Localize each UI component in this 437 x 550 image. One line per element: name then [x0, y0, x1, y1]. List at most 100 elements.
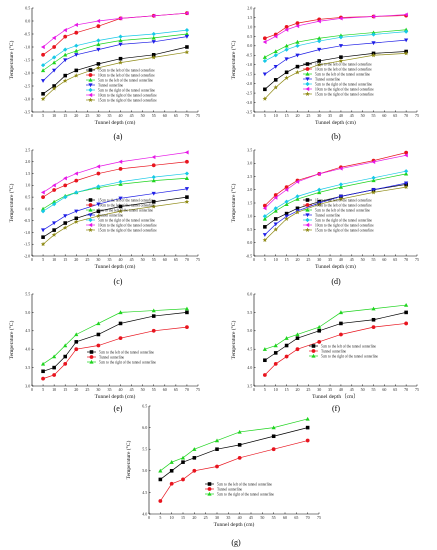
x-tick-label: 75: [317, 515, 321, 520]
data-point: [273, 195, 278, 200]
series-line: [264, 304, 407, 350]
data-point: [237, 455, 242, 460]
series-line: [42, 12, 187, 48]
x-tick-label: 50: [141, 113, 145, 118]
x-tick-label: 75: [415, 113, 419, 118]
series-line: [160, 418, 308, 472]
series: [41, 310, 189, 374]
data-point: [404, 310, 408, 315]
x-tick-label: 0: [31, 113, 33, 118]
data-point: [317, 190, 322, 195]
data-point: [317, 339, 322, 344]
y-tick-label: 0.5: [25, 5, 30, 10]
data-point: [151, 178, 156, 183]
x-tick-label: 20: [295, 387, 299, 392]
data-point: [184, 306, 190, 311]
data-point: [371, 32, 376, 37]
legend-entry: 15cm to the left of the tunnel centerlin…: [98, 198, 155, 202]
data-point: [295, 21, 300, 26]
data-point: [118, 179, 123, 184]
x-tick-label: 65: [294, 515, 298, 520]
data-point: [52, 373, 57, 377]
x-tick-label: 35: [107, 113, 111, 118]
legend-marker: [207, 491, 212, 496]
data-point: [284, 336, 289, 340]
data-point: [63, 34, 68, 39]
legend-marker: [305, 198, 310, 202]
legend-marker: [305, 86, 310, 92]
data-point: [273, 222, 278, 227]
data-point: [273, 208, 278, 213]
legend-marker: [88, 73, 93, 77]
data-point: [74, 332, 79, 337]
data-point: [295, 196, 300, 201]
legend-entry: 10cm to the right of the tunnel centerli…: [315, 223, 374, 227]
legend-entry: 10cm to the left of the tunnel centerlin…: [98, 73, 155, 77]
data-point: [181, 477, 185, 482]
legend-entry: 5cm to the left of the tunnel centerline: [99, 350, 154, 354]
series: [41, 325, 189, 381]
x-tick-label: 75: [196, 113, 200, 118]
data-point: [262, 373, 267, 377]
series: [262, 29, 409, 64]
data-point: [284, 27, 289, 32]
data-point: [151, 174, 156, 180]
x-axis-label: Tunnel depth (cm): [95, 263, 136, 270]
x-tick-label: 45: [130, 387, 134, 392]
data-point: [74, 22, 78, 27]
series-line: [264, 323, 407, 376]
x-tick-label: 10: [274, 257, 278, 262]
chart-b: 0 5 10 15 20 25 30 35 40 45 50 55 60 65 70 75 -3.5 -3.0 -2…: [230, 5, 419, 141]
data-point: [237, 443, 242, 447]
x-tick-label: 55: [152, 387, 156, 392]
data-point: [74, 68, 79, 73]
x-tick-label: 55: [272, 515, 276, 520]
y-axis-label: Temperature (°C): [230, 41, 237, 80]
data-point: [96, 332, 101, 337]
data-point: [184, 31, 190, 36]
legend-entry: 5cm to the left of the tunnel centerline: [217, 482, 272, 486]
x-tick-label: 35: [226, 515, 230, 520]
data-point: [404, 302, 409, 307]
legend-entry: 5cm to the left of the tunnel centerline: [321, 344, 376, 348]
data-point: [181, 460, 185, 464]
x-tick-label: 60: [382, 113, 386, 118]
data-point: [151, 200, 156, 204]
panel-label: (e): [114, 404, 123, 413]
data-point: [74, 190, 79, 195]
legend-entry: 5cm to the right of the tunnel centerlin…: [98, 218, 155, 222]
data-point: [273, 49, 278, 54]
data-point: [151, 54, 157, 60]
data-point: [96, 202, 101, 207]
data-point: [192, 468, 197, 473]
x-tick-label: 45: [350, 257, 354, 262]
y-tick-label: 0.0: [25, 206, 30, 211]
data-point: [63, 73, 67, 78]
x-axis-label: Tunnel depth (cm): [214, 521, 255, 528]
x-tick-label: 15: [285, 387, 289, 392]
data-point: [40, 79, 46, 83]
data-point: [295, 206, 300, 211]
y-axis-label: Temperature (°C): [230, 184, 237, 223]
data-point: [52, 188, 57, 192]
legend-entry: 5cm to the right of the tunnel centerlin…: [99, 360, 156, 364]
x-tick-label: 0: [253, 257, 255, 262]
legend-marker: [88, 207, 93, 212]
legend-entry: 5cm to the left of the tunnel centerline: [315, 208, 370, 212]
legend: 15cm to the left of the tunnel centerlin…: [86, 68, 157, 102]
chart-c: 0 5 10 15 20 25 30 35 40 45 50 55 60 65 70 75 -2.0 -1.5 -1…: [8, 147, 200, 286]
series-line: [264, 14, 407, 43]
data-point: [273, 362, 278, 366]
y-tick-label: -1.0: [24, 44, 30, 49]
data-point: [118, 16, 123, 21]
data-point: [96, 213, 101, 218]
x-axis-label: Tunnel depth (cm): [315, 263, 356, 270]
y-tick-label: 2.0: [25, 159, 30, 164]
legend-entry: 15cm to the left of the tunnel centerlin…: [315, 198, 372, 202]
data-point: [284, 43, 289, 48]
y-tick-label: 3.0: [25, 383, 30, 388]
series: [158, 416, 310, 473]
x-tick-label: 0: [148, 515, 150, 520]
data-point: [151, 35, 156, 40]
data-point: [295, 209, 300, 215]
